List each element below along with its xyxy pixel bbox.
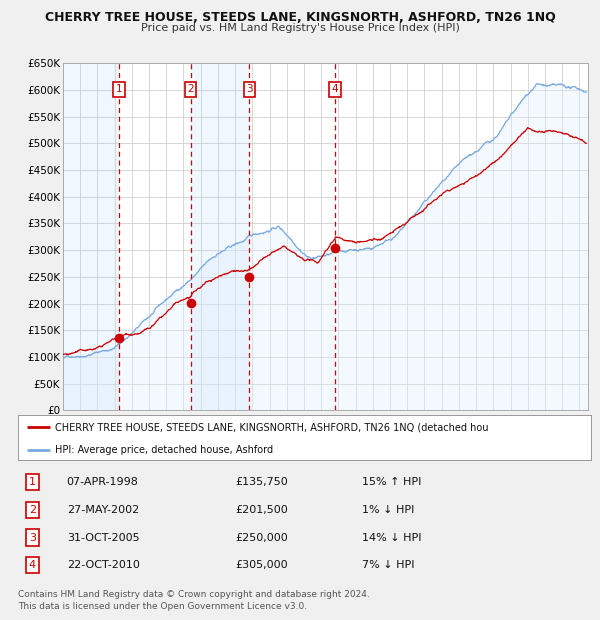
Text: 1: 1 <box>29 477 36 487</box>
Text: 31-OCT-2005: 31-OCT-2005 <box>67 533 139 542</box>
Text: 07-APR-1998: 07-APR-1998 <box>67 477 139 487</box>
Bar <box>191 63 250 410</box>
Text: £250,000: £250,000 <box>236 533 289 542</box>
Text: Contains HM Land Registry data © Crown copyright and database right 2024.
This d: Contains HM Land Registry data © Crown c… <box>18 590 370 611</box>
Text: 2: 2 <box>187 84 194 94</box>
Text: 3: 3 <box>29 533 36 542</box>
Text: 2: 2 <box>29 505 36 515</box>
Text: 27-MAY-2002: 27-MAY-2002 <box>67 505 139 515</box>
Bar <box>63 63 119 410</box>
Text: £135,750: £135,750 <box>236 477 289 487</box>
Text: 14% ↓ HPI: 14% ↓ HPI <box>362 533 421 542</box>
Text: 7% ↓ HPI: 7% ↓ HPI <box>362 560 415 570</box>
Text: 22-OCT-2010: 22-OCT-2010 <box>67 560 140 570</box>
Text: £305,000: £305,000 <box>236 560 289 570</box>
Text: £201,500: £201,500 <box>236 505 289 515</box>
Text: CHERRY TREE HOUSE, STEEDS LANE, KINGSNORTH, ASHFORD, TN26 1NQ: CHERRY TREE HOUSE, STEEDS LANE, KINGSNOR… <box>44 11 556 24</box>
Text: 3: 3 <box>246 84 253 94</box>
Text: Price paid vs. HM Land Registry's House Price Index (HPI): Price paid vs. HM Land Registry's House … <box>140 23 460 33</box>
Text: 4: 4 <box>29 560 36 570</box>
Text: CHERRY TREE HOUSE, STEEDS LANE, KINGSNORTH, ASHFORD, TN26 1NQ (detached hou: CHERRY TREE HOUSE, STEEDS LANE, KINGSNOR… <box>55 422 489 433</box>
Text: 1: 1 <box>116 84 122 94</box>
Text: HPI: Average price, detached house, Ashford: HPI: Average price, detached house, Ashf… <box>55 445 274 455</box>
Text: 4: 4 <box>332 84 338 94</box>
Text: 15% ↑ HPI: 15% ↑ HPI <box>362 477 421 487</box>
Text: 1% ↓ HPI: 1% ↓ HPI <box>362 505 414 515</box>
